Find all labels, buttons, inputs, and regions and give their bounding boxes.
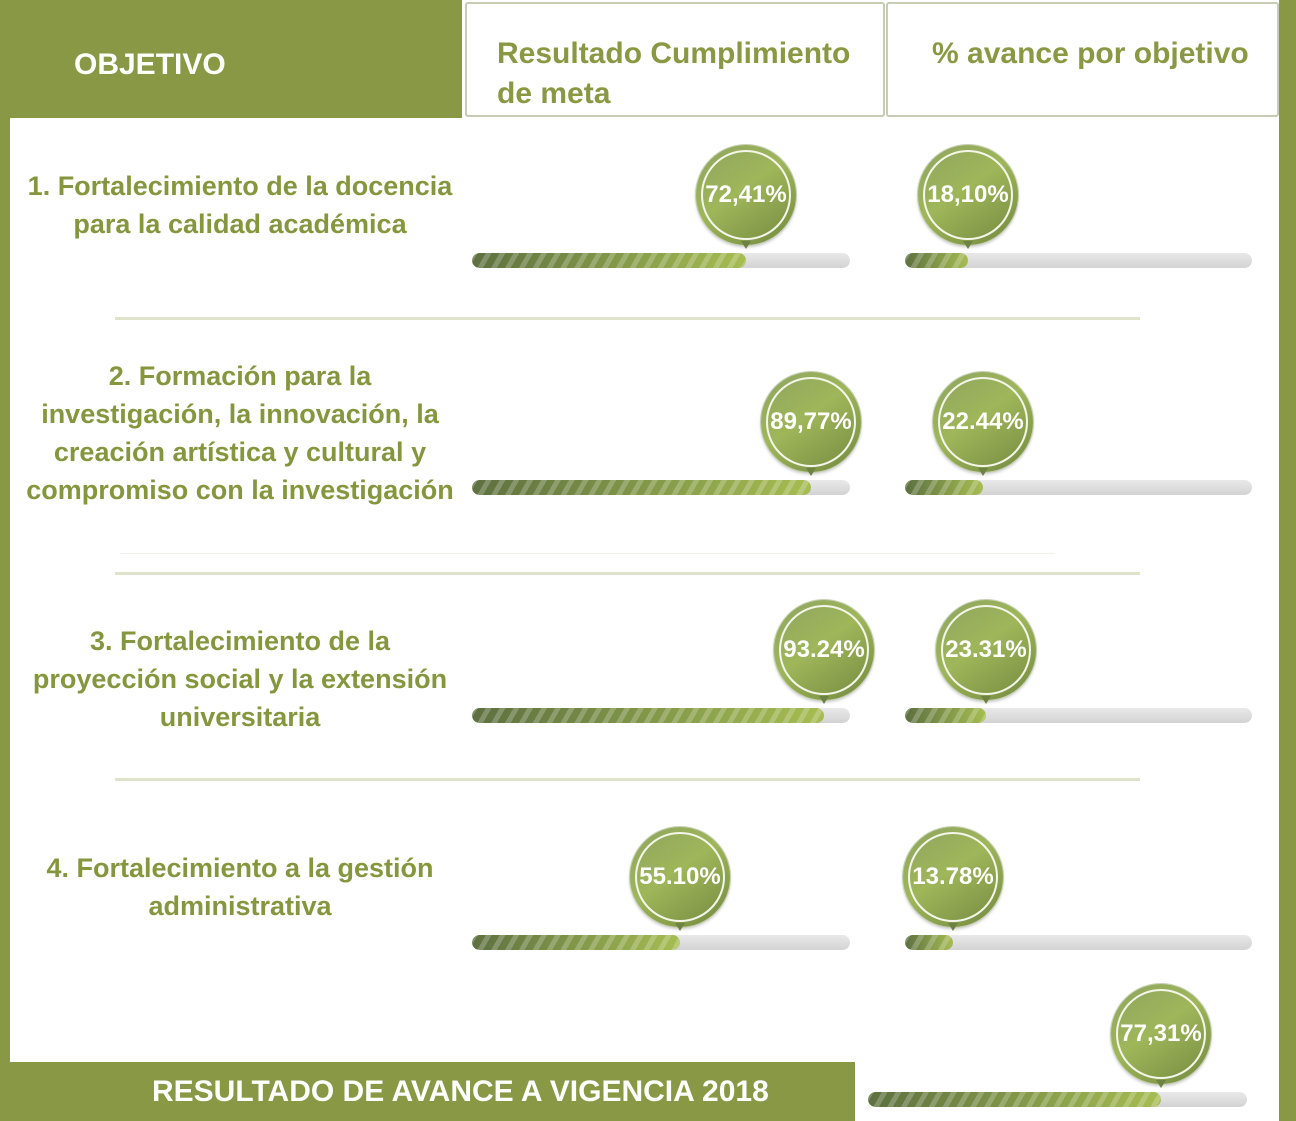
result-2-value-bubble: 89,77% bbox=[761, 372, 861, 476]
right-border bbox=[1279, 0, 1296, 1121]
progress-1-track bbox=[905, 253, 1252, 268]
progress-4-bar bbox=[905, 935, 953, 950]
result-3-track bbox=[472, 708, 850, 723]
total-bubble-pointer bbox=[1156, 1080, 1166, 1088]
result-1-value-bubble: 72,41% bbox=[696, 145, 796, 249]
result-4-value-bubble: 55.10% bbox=[630, 827, 730, 931]
progress-2-value-label: 22.44% bbox=[942, 408, 1024, 435]
progress-2-bubble-pointer bbox=[978, 468, 988, 476]
progress-1-bar bbox=[905, 253, 968, 268]
result-3-bar bbox=[472, 708, 824, 723]
row-separator bbox=[115, 317, 1140, 320]
objective-label-3: 3. Fortalecimiento de la proyección soci… bbox=[32, 626, 448, 732]
total-bubble-ring bbox=[1116, 989, 1206, 1079]
result-1-bubble-pointer bbox=[741, 241, 751, 249]
result-4-value-label: 55.10% bbox=[639, 863, 721, 890]
progress-3-value-label: 23.31% bbox=[945, 636, 1027, 663]
progress-1-value-bubble: 18,10% bbox=[918, 145, 1018, 249]
progress-4-bubble-ring bbox=[908, 832, 998, 922]
objective-label-4: 4. Fortalecimiento a la gestión administ… bbox=[46, 853, 434, 921]
result-2-value-label: 89,77% bbox=[770, 408, 852, 435]
result-3-value-label: 93.24% bbox=[783, 636, 865, 663]
result-4-bubble-ring bbox=[635, 832, 725, 922]
objective-label-2: 2. Formación para la investigación, la i… bbox=[26, 361, 454, 505]
progress-3-track bbox=[905, 708, 1252, 723]
result-4-bar bbox=[472, 935, 680, 950]
left-border bbox=[0, 0, 10, 1121]
progress-3-bubble-pointer bbox=[981, 696, 991, 704]
objective-label-1: 1. Fortalecimiento de la docencia para l… bbox=[27, 171, 453, 239]
result-3-value-bubble: 93.24% bbox=[774, 600, 874, 704]
total-bar bbox=[868, 1092, 1161, 1107]
result-2-bubble-pointer bbox=[806, 468, 816, 476]
total-value-label: 77,31% bbox=[1120, 1020, 1202, 1047]
result-1-value-label: 72,41% bbox=[705, 181, 787, 208]
progress-4-value-bubble: 13.78% bbox=[903, 827, 1003, 931]
progress-2-track bbox=[905, 480, 1252, 495]
progress-1-value-label: 18,10% bbox=[927, 181, 1009, 208]
header-objective: OBJETIVO bbox=[0, 0, 462, 118]
progress-4-bubble-pointer bbox=[948, 923, 958, 931]
total-track bbox=[868, 1092, 1247, 1107]
progress-2-value-bubble: 22.44% bbox=[933, 372, 1033, 476]
progress-2-bar bbox=[905, 480, 983, 495]
header-result-column: Resultado Cumplimiento de meta bbox=[465, 2, 885, 117]
progress-1-bubble-pointer bbox=[963, 241, 973, 249]
result-4-bubble-pointer bbox=[675, 923, 685, 931]
result-3-bubble-pointer bbox=[819, 696, 829, 704]
result-2-bubble-ring bbox=[766, 377, 856, 467]
total-label: RESULTADO DE AVANCE A VIGENCIA 2018 bbox=[0, 1062, 855, 1121]
progress-3-bubble-ring bbox=[941, 605, 1031, 695]
result-1-bar bbox=[472, 253, 746, 268]
result-2-track bbox=[472, 480, 850, 495]
progress-1-bubble-ring bbox=[923, 150, 1013, 240]
result-4-track bbox=[472, 935, 850, 950]
row-separator bbox=[115, 778, 1140, 781]
row-separator-faint bbox=[120, 553, 1055, 554]
result-2-bar bbox=[472, 480, 811, 495]
progress-3-value-bubble: 23.31% bbox=[936, 600, 1036, 704]
progress-4-track bbox=[905, 935, 1252, 950]
result-1-track bbox=[472, 253, 850, 268]
row-separator bbox=[115, 572, 1140, 575]
header-progress-column: % avance por objetivo bbox=[886, 2, 1279, 117]
result-1-bubble-ring bbox=[701, 150, 791, 240]
total-value-bubble: 77,31% bbox=[1111, 984, 1211, 1088]
progress-2-bubble-ring bbox=[938, 377, 1028, 467]
progress-3-bar bbox=[905, 708, 986, 723]
progress-4-value-label: 13.78% bbox=[912, 863, 994, 890]
result-3-bubble-ring bbox=[779, 605, 869, 695]
